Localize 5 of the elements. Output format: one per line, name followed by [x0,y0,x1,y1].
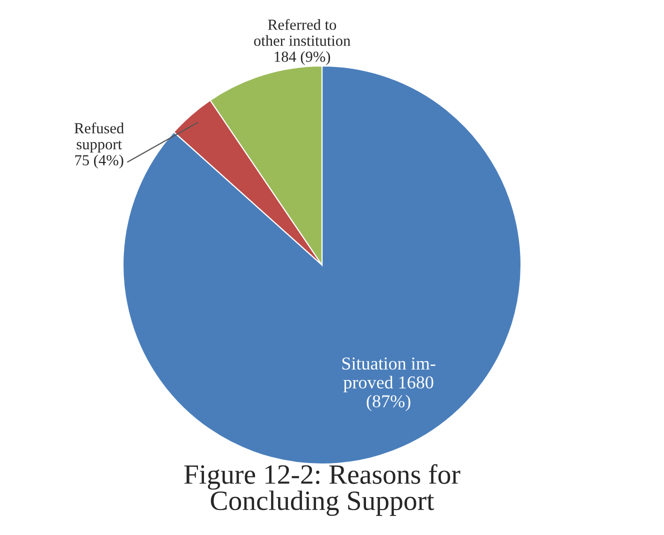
slice-label: Referred to other institution 184 (9%) [254,19,350,65]
slice-label: Refused support 75 (4%) [74,122,124,168]
text: Figure 12-2: Reasons for Concluding Support [184,464,460,516]
slice-label: Situation im- proved 1680 (87%) [342,358,436,412]
pie-slice [122,65,522,465]
